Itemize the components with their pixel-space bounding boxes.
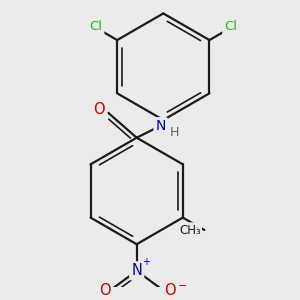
Text: +: +: [142, 257, 150, 267]
Text: H: H: [169, 126, 179, 139]
Text: Cl: Cl: [89, 20, 102, 33]
Text: Cl: Cl: [224, 20, 237, 33]
Text: CH₃: CH₃: [179, 224, 201, 236]
Text: N: N: [155, 119, 166, 133]
Text: O: O: [94, 102, 105, 117]
Text: −: −: [178, 281, 188, 291]
Text: O: O: [165, 283, 176, 298]
Text: O: O: [99, 283, 110, 298]
Text: N: N: [131, 263, 142, 278]
